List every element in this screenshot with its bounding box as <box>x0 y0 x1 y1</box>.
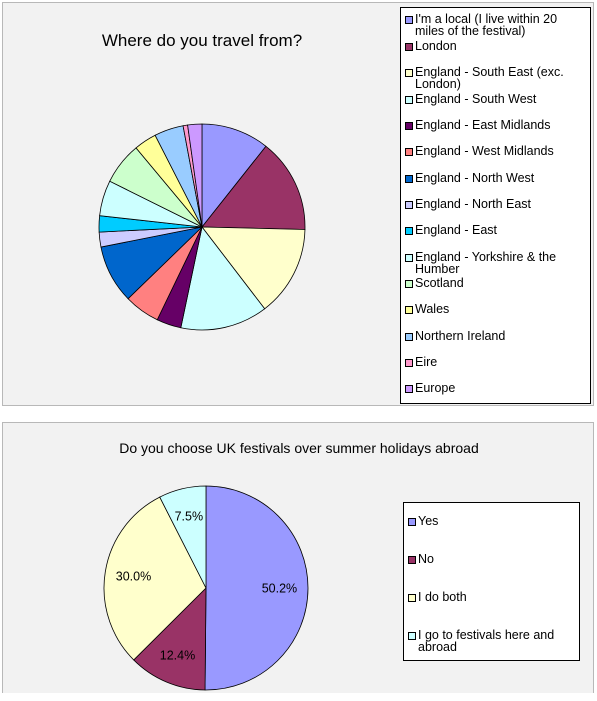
legend-item-i-do-both: I do both <box>408 591 576 603</box>
legend-swatch <box>405 385 413 393</box>
legend-item-england-north-west: England - North West <box>405 172 587 184</box>
pie-slice-i-m-a-local-i-live-within-20-miles-of-the-festival <box>201 123 267 229</box>
legend-swatch <box>405 69 413 77</box>
legend-label: Scotland <box>415 276 464 290</box>
legend-swatch <box>408 556 416 564</box>
legend-item-england-south-east-exc-london: England - South East (exc. London) <box>405 66 587 90</box>
legend-label: Eire <box>415 355 438 369</box>
legend-swatch <box>405 122 413 130</box>
legend-item-london: London <box>405 40 587 52</box>
data-label-i-go-to-festivals-here-and-abroad: 7.5% <box>175 510 204 524</box>
legend-label: England - North West <box>415 171 535 185</box>
legend-item-england-east-midlands: England - East Midlands <box>405 119 587 131</box>
legend-label: No <box>418 552 434 566</box>
legend-swatch <box>408 632 416 640</box>
legend-swatch <box>408 594 416 602</box>
legend-swatch <box>405 254 413 262</box>
legend-item-yes: Yes <box>408 515 576 527</box>
legend-swatch <box>405 201 413 209</box>
legend-label: I'm a local (I live within 20 miles of t… <box>415 12 558 38</box>
legend-label: England - East <box>415 223 497 237</box>
legend-label: England - South West <box>415 92 537 106</box>
legend-label: England - East Midlands <box>415 118 551 132</box>
legend-swatch <box>405 43 413 51</box>
legend-swatch <box>405 148 413 156</box>
pie-slice-i-go-to-festivals-here-and-abroad <box>159 485 207 589</box>
legend-swatch <box>405 16 413 24</box>
data-label-i-do-both: 30.0% <box>116 569 151 583</box>
travel-chart-panel: Where do you travel from? I'm a local (I… <box>2 2 594 406</box>
legend-item-england-yorkshire-the-humber: England - Yorkshire & the Humber <box>405 251 587 275</box>
legend-swatch <box>405 333 413 341</box>
legend-swatch <box>405 359 413 367</box>
legend-label: Wales <box>415 302 450 316</box>
legend-item-northern-ireland: Northern Ireland <box>405 330 587 342</box>
pie-slice-europe <box>187 123 203 228</box>
legend-label: Yes <box>418 514 439 528</box>
legend-item-wales: Wales <box>405 303 587 315</box>
festival-choice-chart-title: Do you choose UK festivals over summer h… <box>119 440 479 456</box>
legend-item-scotland: Scotland <box>405 277 587 289</box>
legend-swatch <box>405 175 413 183</box>
legend-swatch <box>405 306 413 314</box>
legend-swatch <box>405 96 413 104</box>
legend-swatch <box>405 280 413 288</box>
legend-swatch <box>408 518 416 526</box>
travel-chart-legend: I'm a local (I live within 20 miles of t… <box>400 7 591 404</box>
legend-label: England - Yorkshire & the Humber <box>415 250 557 276</box>
legend-item-england-south-west: England - South West <box>405 93 587 105</box>
legend-label: England - South East (exc. London) <box>415 65 564 91</box>
pie-slice-england-south-west <box>180 226 266 331</box>
legend-label: I go to festivals here and abroad <box>418 628 555 654</box>
legend-item-europe: Europe <box>405 382 587 394</box>
legend-item-england-north-east: England - North East <box>405 198 587 210</box>
legend-item-england-west-midlands: England - West Midlands <box>405 145 587 157</box>
pie-slice-london <box>201 145 306 230</box>
legend-label: Europe <box>415 381 456 395</box>
pie-slice-i-do-both <box>103 496 207 661</box>
festival-choice-chart-legend: Yes No I do both I go to festivals here and… <box>403 502 580 661</box>
legend-item-eire: Eire <box>405 356 587 368</box>
pie-slice-no <box>133 587 207 691</box>
legend-item-england-east: England - East <box>405 224 587 236</box>
festival-choice-pie-chart: 50.2% 12.4% 30.0% 7.5% <box>103 485 309 691</box>
legend-swatch <box>405 227 413 235</box>
legend-label: I do both <box>418 590 467 604</box>
legend-item-i-go-to-festivals-here-and-abroad: I go to festivals here and abroad <box>408 629 576 653</box>
legend-item-no: No <box>408 553 576 565</box>
legend-item-i-m-a-local-i-live-within-20-miles-of-the-festival: I'm a local (I live within 20 miles of t… <box>405 13 587 37</box>
festival-choice-chart-panel: Do you choose UK festivals over summer h… <box>2 422 594 693</box>
data-label-yes: 50.2% <box>262 581 297 595</box>
pie-slice-yes <box>204 485 309 691</box>
travel-pie-chart <box>98 123 306 331</box>
legend-label: London <box>415 39 457 53</box>
legend-label: England - North East <box>415 197 532 211</box>
data-label-no: 12.4% <box>160 649 195 663</box>
legend-label: Northern Ireland <box>415 329 506 343</box>
legend-label: England - West Midlands <box>415 144 554 158</box>
pie-slice-england-south-east-exc-london <box>201 226 306 310</box>
travel-chart-title: Where do you travel from? <box>101 31 303 50</box>
